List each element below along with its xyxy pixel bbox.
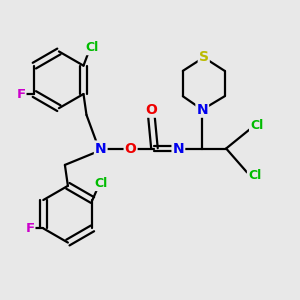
Text: Cl: Cl: [248, 169, 261, 182]
Text: F: F: [25, 222, 34, 235]
Text: N: N: [196, 103, 208, 117]
Text: N: N: [95, 142, 106, 155]
Text: Cl: Cl: [86, 41, 99, 54]
Text: O: O: [146, 103, 158, 117]
Text: S: S: [199, 50, 209, 64]
Text: Cl: Cl: [95, 177, 108, 190]
Text: Cl: Cl: [250, 119, 263, 132]
Text: O: O: [125, 142, 136, 155]
Text: F: F: [16, 88, 26, 100]
Text: N: N: [172, 142, 184, 155]
